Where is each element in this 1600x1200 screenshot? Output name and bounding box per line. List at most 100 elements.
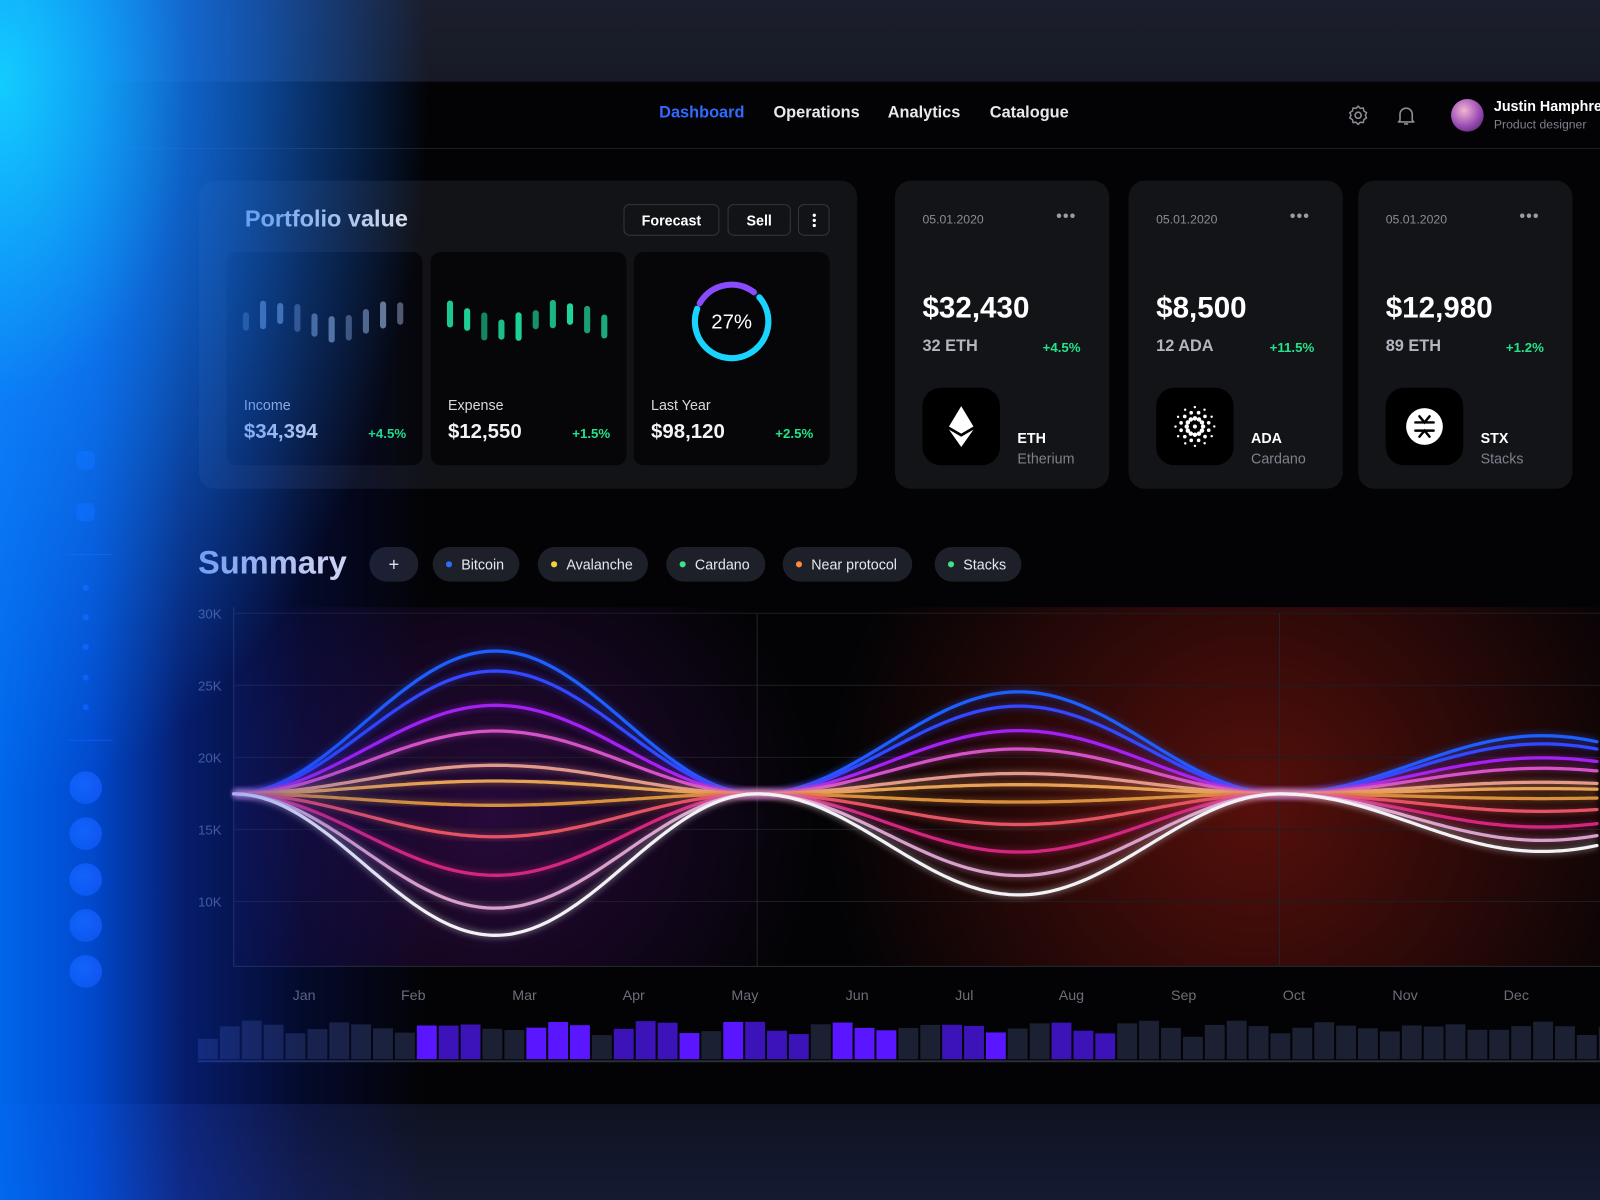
- volume-bar: [942, 1024, 963, 1060]
- legend-chip[interactable]: Bitcoin: [432, 546, 520, 582]
- legend-dot: [551, 561, 558, 568]
- sidebar-avatar[interactable]: [69, 817, 103, 850]
- y-tick-label: 20K: [198, 750, 222, 765]
- volume-bar: [1139, 1020, 1159, 1060]
- legend-dot: [445, 561, 453, 568]
- legend-label: Bitcoin: [461, 556, 505, 573]
- coin-icon: [1156, 387, 1234, 466]
- volume-bar: [329, 1022, 350, 1060]
- coin-menu[interactable]: •••: [1519, 208, 1540, 226]
- volume-bar: [307, 1029, 328, 1060]
- volume-bar: [263, 1024, 284, 1060]
- y-tick-label: 30K: [198, 606, 222, 621]
- legend-chip[interactable]: Near protocol: [782, 546, 913, 582]
- volume-bar: [613, 1028, 634, 1060]
- nav-item[interactable]: Dashboard: [659, 104, 745, 122]
- legend-dot: [795, 561, 803, 568]
- candle: [397, 302, 404, 325]
- volume-bar: [920, 1024, 941, 1060]
- volume-bar: [1576, 1034, 1597, 1060]
- x-tick-label: Apr: [623, 988, 645, 1004]
- legend-chip[interactable]: Avalanche: [537, 546, 649, 582]
- sidebar-avatar[interactable]: [69, 771, 103, 805]
- volume-bar: [438, 1025, 459, 1060]
- nav-item[interactable]: Catalogue: [989, 104, 1069, 122]
- candle: [566, 303, 574, 325]
- mini-card-value: $12,550: [447, 420, 522, 443]
- volume-bar: [767, 1030, 787, 1060]
- legend-label: Cardano: [694, 556, 750, 573]
- volume-bar: [1182, 1036, 1203, 1060]
- volume-bar: [1445, 1024, 1466, 1060]
- volume-bar: [701, 1031, 722, 1060]
- sidebar-dot: [82, 584, 89, 591]
- sidebar-avatar[interactable]: [69, 955, 103, 988]
- x-tick-label: Dec: [1504, 988, 1529, 1004]
- candle: [277, 302, 284, 324]
- volume-bar: [679, 1033, 700, 1060]
- x-tick-label: Oct: [1283, 988, 1305, 1004]
- coin-symbol: STX: [1480, 429, 1509, 446]
- candle: [446, 300, 454, 328]
- volume-bar: [1161, 1027, 1181, 1060]
- sidebar-divider: [67, 739, 113, 741]
- sidebar-avatar[interactable]: [69, 863, 103, 896]
- coin-amount: $32,430: [922, 291, 1030, 325]
- candle: [311, 313, 318, 337]
- volume-bar: [810, 1024, 831, 1060]
- mini-card-label: Income: [243, 396, 291, 414]
- volume-bar: [1117, 1023, 1138, 1060]
- volume-bar: [854, 1027, 875, 1060]
- coin-name: Stacks: [1480, 449, 1524, 467]
- coin-date: 05.01.2020: [922, 212, 984, 227]
- volume-bar: [219, 1026, 240, 1060]
- volume-bar: [723, 1021, 744, 1060]
- volume-bar: [745, 1021, 766, 1060]
- volume-bar: [394, 1032, 415, 1060]
- mini-card-value: $34,394: [243, 420, 318, 443]
- coin-quantity: 12 ADA: [1156, 337, 1214, 356]
- volume-bar: [285, 1033, 306, 1060]
- candle: [515, 312, 522, 341]
- volume-bar: [1007, 1028, 1028, 1060]
- legend-chip[interactable]: Cardano: [666, 546, 766, 582]
- coin-change: +1.2%: [1505, 339, 1544, 356]
- volume-bar: [416, 1025, 437, 1060]
- sidebar-dot: [82, 674, 89, 681]
- sidebar-dot: [82, 614, 89, 621]
- volume-bar: [1554, 1026, 1575, 1060]
- sidebar-icon: [76, 503, 95, 522]
- volume-bar: [1467, 1029, 1488, 1060]
- legend-label: Stacks: [963, 556, 1007, 573]
- sidebar-dot: [82, 643, 89, 650]
- coin-name: Cardano: [1251, 449, 1306, 467]
- x-tick-label: Nov: [1392, 988, 1418, 1004]
- candle: [242, 312, 249, 331]
- sidebar-avatar[interactable]: [69, 909, 103, 942]
- candle: [601, 314, 608, 339]
- mini-card-value: $98,120: [651, 420, 725, 443]
- x-tick-label: May: [731, 988, 759, 1004]
- volume-bar: [460, 1024, 481, 1060]
- nav-item[interactable]: Analytics: [887, 104, 961, 122]
- coin-menu[interactable]: •••: [1056, 208, 1077, 226]
- coin-date: 05.01.2020: [1156, 212, 1218, 227]
- sidebar-divider: [67, 554, 113, 556]
- volume-bar: [504, 1029, 525, 1060]
- legend-chip[interactable]: Stacks: [934, 546, 1022, 582]
- mini-card-label: Expense: [447, 396, 504, 414]
- coin-quantity: 89 ETH: [1385, 337, 1442, 356]
- volume-bar: [876, 1030, 897, 1060]
- coin-date: 05.01.2020: [1385, 212, 1448, 227]
- ring-label: 27%: [711, 312, 752, 334]
- coin-menu[interactable]: •••: [1289, 208, 1311, 226]
- candle: [294, 304, 301, 332]
- candle: [362, 308, 369, 334]
- candle: [584, 305, 591, 334]
- y-tick-label: 10K: [198, 895, 222, 910]
- volume-bar: [1095, 1033, 1116, 1060]
- sidebar-dot: [82, 704, 89, 711]
- nav-item[interactable]: Operations: [773, 104, 860, 122]
